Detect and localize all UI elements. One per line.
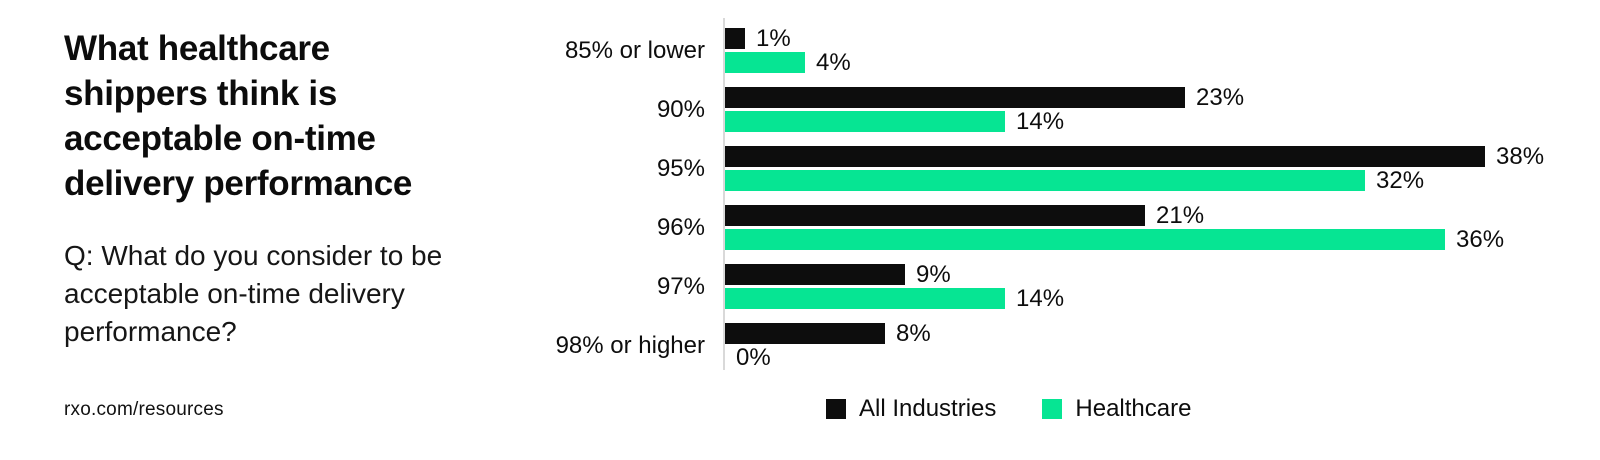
healthcare-value-label-97: 14%	[1016, 284, 1065, 312]
all-industries-value-label-97: 9%	[916, 260, 951, 288]
all-industries-bar-95	[725, 146, 1485, 167]
all-industries-bar-97	[725, 264, 905, 285]
category-label-95: 95%	[656, 154, 705, 182]
healthcare-bar-85-or-lower	[725, 52, 805, 73]
source-link: rxo.com/resources	[64, 399, 224, 420]
healthcare-bar-95	[725, 170, 1365, 191]
healthcare-value-label-98-or-higher: 0%	[736, 343, 771, 371]
survey-question: Q: What do you consider to be acceptable…	[64, 240, 443, 347]
category-label-85-or-lower: 85% or lower	[564, 36, 705, 64]
chart-legend: All Industries Healthcare	[826, 395, 1191, 423]
all-industries-value-label-96: 21%	[1156, 201, 1205, 229]
all-industries-bar-85-or-lower	[725, 28, 745, 49]
all-industries-legend-swatch-icon	[826, 399, 846, 419]
healthcare-bar-96	[725, 229, 1445, 250]
all-industries-bar-98-or-higher	[725, 323, 885, 344]
healthcare-bar-97	[725, 288, 1005, 309]
category-label-97: 97%	[656, 272, 705, 300]
category-label-90: 90%	[656, 95, 705, 123]
healthcare-value-label-90: 14%	[1016, 107, 1065, 135]
all-industries-value-label-90: 23%	[1196, 83, 1245, 111]
all-industries-bar-96	[725, 205, 1145, 226]
all-industries-bar-90	[725, 87, 1185, 108]
all-industries-value-label-95: 38%	[1496, 142, 1545, 170]
healthcare-bar-90	[725, 111, 1005, 132]
healthcare-legend-swatch-icon	[1042, 399, 1063, 419]
legend-label-healthcare: Healthcare	[1075, 395, 1192, 422]
legend-item-all-industries: All Industries	[826, 395, 996, 423]
all-industries-value-label-85-or-lower: 1%	[756, 24, 791, 52]
category-label-96: 96%	[656, 213, 705, 241]
chart-axis-line	[723, 18, 725, 370]
legend-label-all-industries: All Industries	[859, 395, 997, 422]
all-industries-value-label-98-or-higher: 8%	[896, 319, 931, 347]
legend-item-healthcare: Healthcare	[1042, 395, 1191, 423]
chart-title: What healthcare shippers think is accept…	[64, 29, 413, 203]
healthcare-value-label-85-or-lower: 4%	[816, 48, 851, 76]
healthcare-value-label-96: 36%	[1456, 225, 1505, 253]
category-label-98-or-higher: 98% or higher	[555, 331, 705, 359]
healthcare-value-label-95: 32%	[1376, 166, 1425, 194]
